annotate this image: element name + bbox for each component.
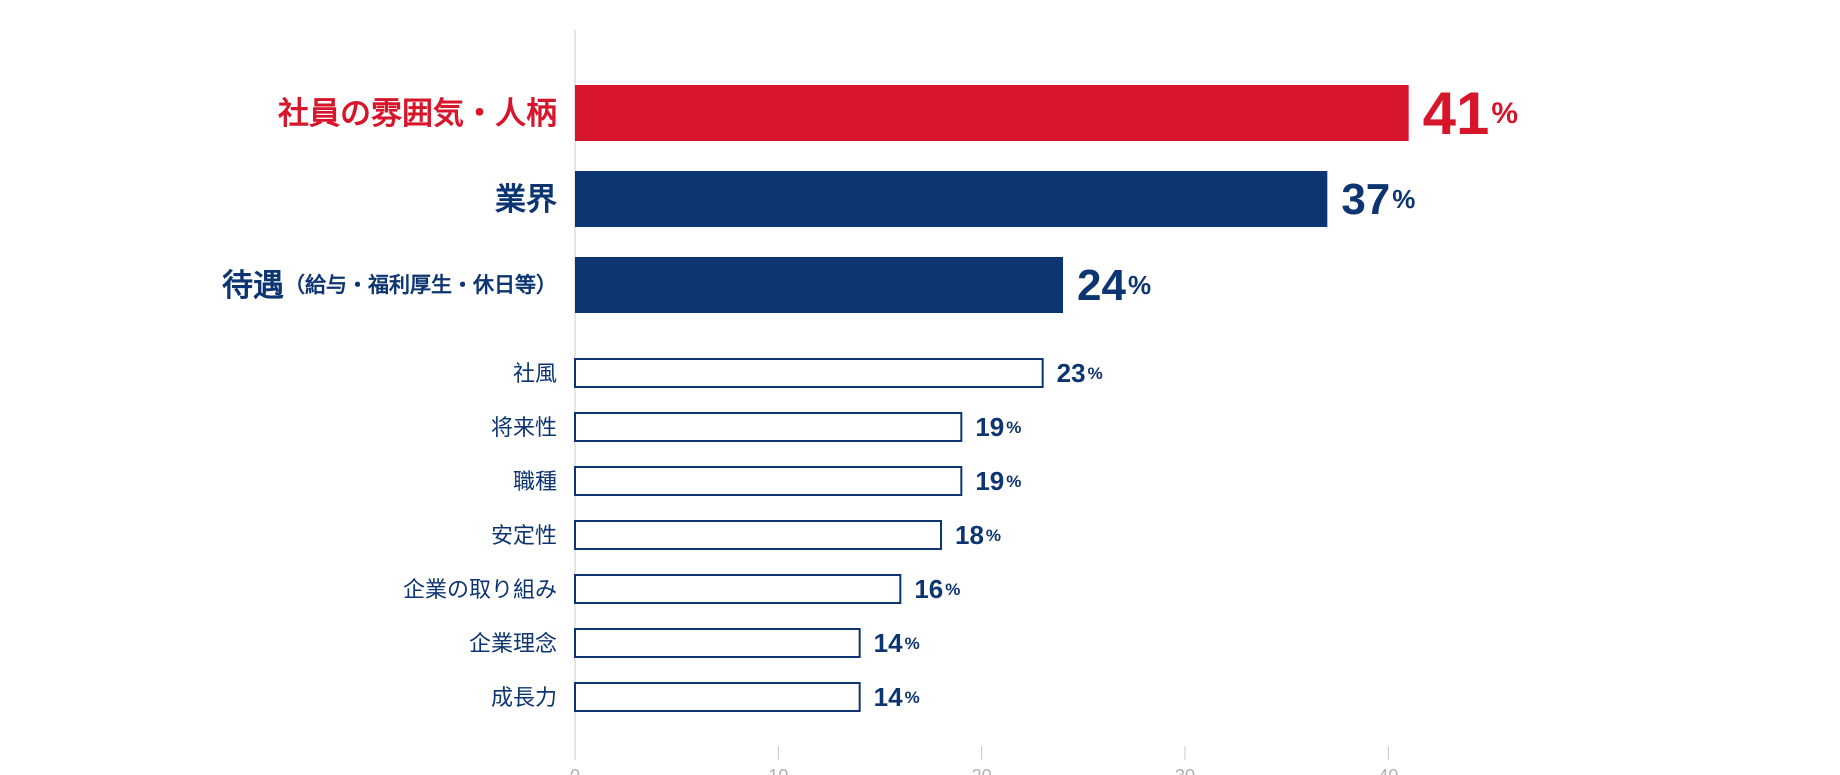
bar-label: 企業理念 [469, 631, 557, 656]
bar [575, 171, 1327, 227]
axis-tick-label: 20 [972, 766, 992, 775]
bar [575, 575, 900, 603]
axis-tick-label: 40 [1378, 766, 1398, 775]
bar [575, 413, 961, 441]
bar-label: 安定性 [491, 523, 557, 548]
bar-label: 社員の雰囲気・人柄 [278, 96, 557, 131]
bar [575, 85, 1409, 141]
bar [575, 629, 860, 657]
bar-label: 職種 [513, 469, 557, 494]
bar-label: 企業の取り組み [403, 577, 557, 602]
bar-label: 成長力 [491, 685, 557, 710]
bar [575, 257, 1063, 313]
bar-label: 業界 [495, 182, 557, 217]
axis-tick-label: 0 [570, 766, 580, 775]
bar [575, 521, 941, 549]
bar [575, 359, 1043, 387]
bar-label: 将来性 [491, 415, 557, 440]
bar-chart: 010203040社員の雰囲気・人柄41%業界37%待遇（給与・福利厚生・休日等… [0, 0, 1840, 775]
bar [575, 467, 961, 495]
bar [575, 683, 860, 711]
bar-label: 社風 [513, 361, 557, 386]
axis-tick-label: 30 [1175, 766, 1195, 775]
axis-tick-label: 10 [768, 766, 788, 775]
